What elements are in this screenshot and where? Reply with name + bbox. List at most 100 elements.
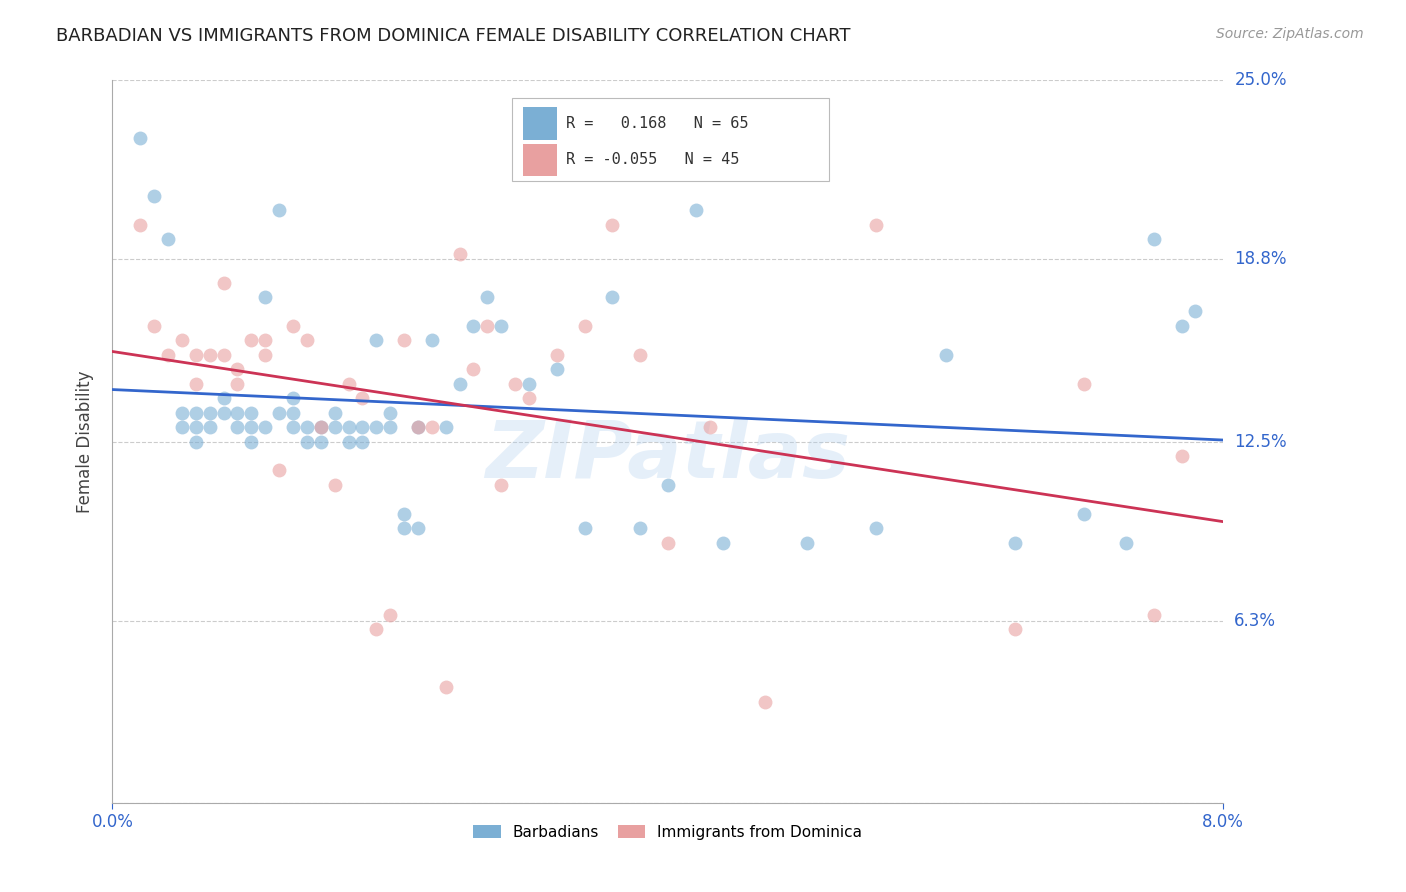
Point [281,420,304,434]
Point [685,203,707,218]
Point [281,406,304,420]
Point [267,203,291,218]
Point [406,420,429,434]
Point [254,348,277,362]
Point [337,376,360,391]
Point [337,420,360,434]
Point [323,478,346,492]
Point [420,420,443,434]
Point [143,318,166,333]
Point [352,434,374,449]
Point [449,246,471,260]
Bar [523,107,557,140]
Point [226,420,249,434]
Point [934,348,956,362]
Point [366,420,388,434]
Point [546,348,568,362]
Point [366,334,388,348]
Point [198,406,221,420]
Point [198,348,221,362]
Point [323,420,346,434]
Point [226,376,249,391]
Point [434,420,457,434]
Point [170,406,193,420]
Legend: Barbadians, Immigrants from Dominica: Barbadians, Immigrants from Dominica [467,819,869,846]
Point [711,535,734,549]
Point [406,420,429,434]
Point [157,348,180,362]
Point [449,376,471,391]
Point [337,434,360,449]
Point [184,348,207,362]
Point [380,420,402,434]
Point [491,478,513,492]
Point [628,348,651,362]
Point [295,334,318,348]
Point [267,463,291,477]
Point [434,680,457,694]
Point [254,334,277,348]
Point [226,362,249,376]
Point [295,420,318,434]
Point [129,218,152,232]
Point [628,521,651,535]
Point [212,391,235,405]
Text: R = -0.055   N = 45: R = -0.055 N = 45 [565,153,740,168]
FancyBboxPatch shape [512,98,830,181]
Point [796,535,818,549]
Point [503,376,526,391]
Point [477,318,499,333]
Point [1184,304,1206,318]
Bar [523,144,557,176]
Text: 18.8%: 18.8% [1234,251,1286,268]
Point [212,276,235,290]
Point [1115,535,1137,549]
Point [1170,318,1192,333]
Point [1004,623,1026,637]
Point [212,348,235,362]
Point [309,420,332,434]
Point [491,318,513,333]
Point [865,521,887,535]
Text: 12.5%: 12.5% [1234,433,1286,450]
Point [184,406,207,420]
Point [281,318,304,333]
Point [602,218,624,232]
Point [463,362,485,376]
Point [574,318,596,333]
Point [226,406,249,420]
Point [184,376,207,391]
Point [352,420,374,434]
Point [865,218,887,232]
Text: Source: ZipAtlas.com: Source: ZipAtlas.com [1216,27,1364,41]
Point [240,406,263,420]
Point [1143,232,1166,246]
Point [309,434,332,449]
Point [240,334,263,348]
Point [323,406,346,420]
Point [546,362,568,376]
Point [517,391,540,405]
Point [366,623,388,637]
Point [406,521,429,535]
Point [477,290,499,304]
Point [170,334,193,348]
Point [254,290,277,304]
Point [212,406,235,420]
Point [1073,507,1095,521]
Point [392,334,415,348]
Y-axis label: Female Disability: Female Disability [76,370,94,513]
Point [281,391,304,405]
Point [463,318,485,333]
Point [352,391,374,405]
Point [602,290,624,304]
Point [392,507,415,521]
Text: 25.0%: 25.0% [1234,71,1286,89]
Text: 6.3%: 6.3% [1234,612,1277,630]
Point [574,521,596,535]
Point [1004,535,1026,549]
Point [157,232,180,246]
Text: BARBADIAN VS IMMIGRANTS FROM DOMINICA FEMALE DISABILITY CORRELATION CHART: BARBADIAN VS IMMIGRANTS FROM DOMINICA FE… [56,27,851,45]
Point [240,434,263,449]
Point [699,420,721,434]
